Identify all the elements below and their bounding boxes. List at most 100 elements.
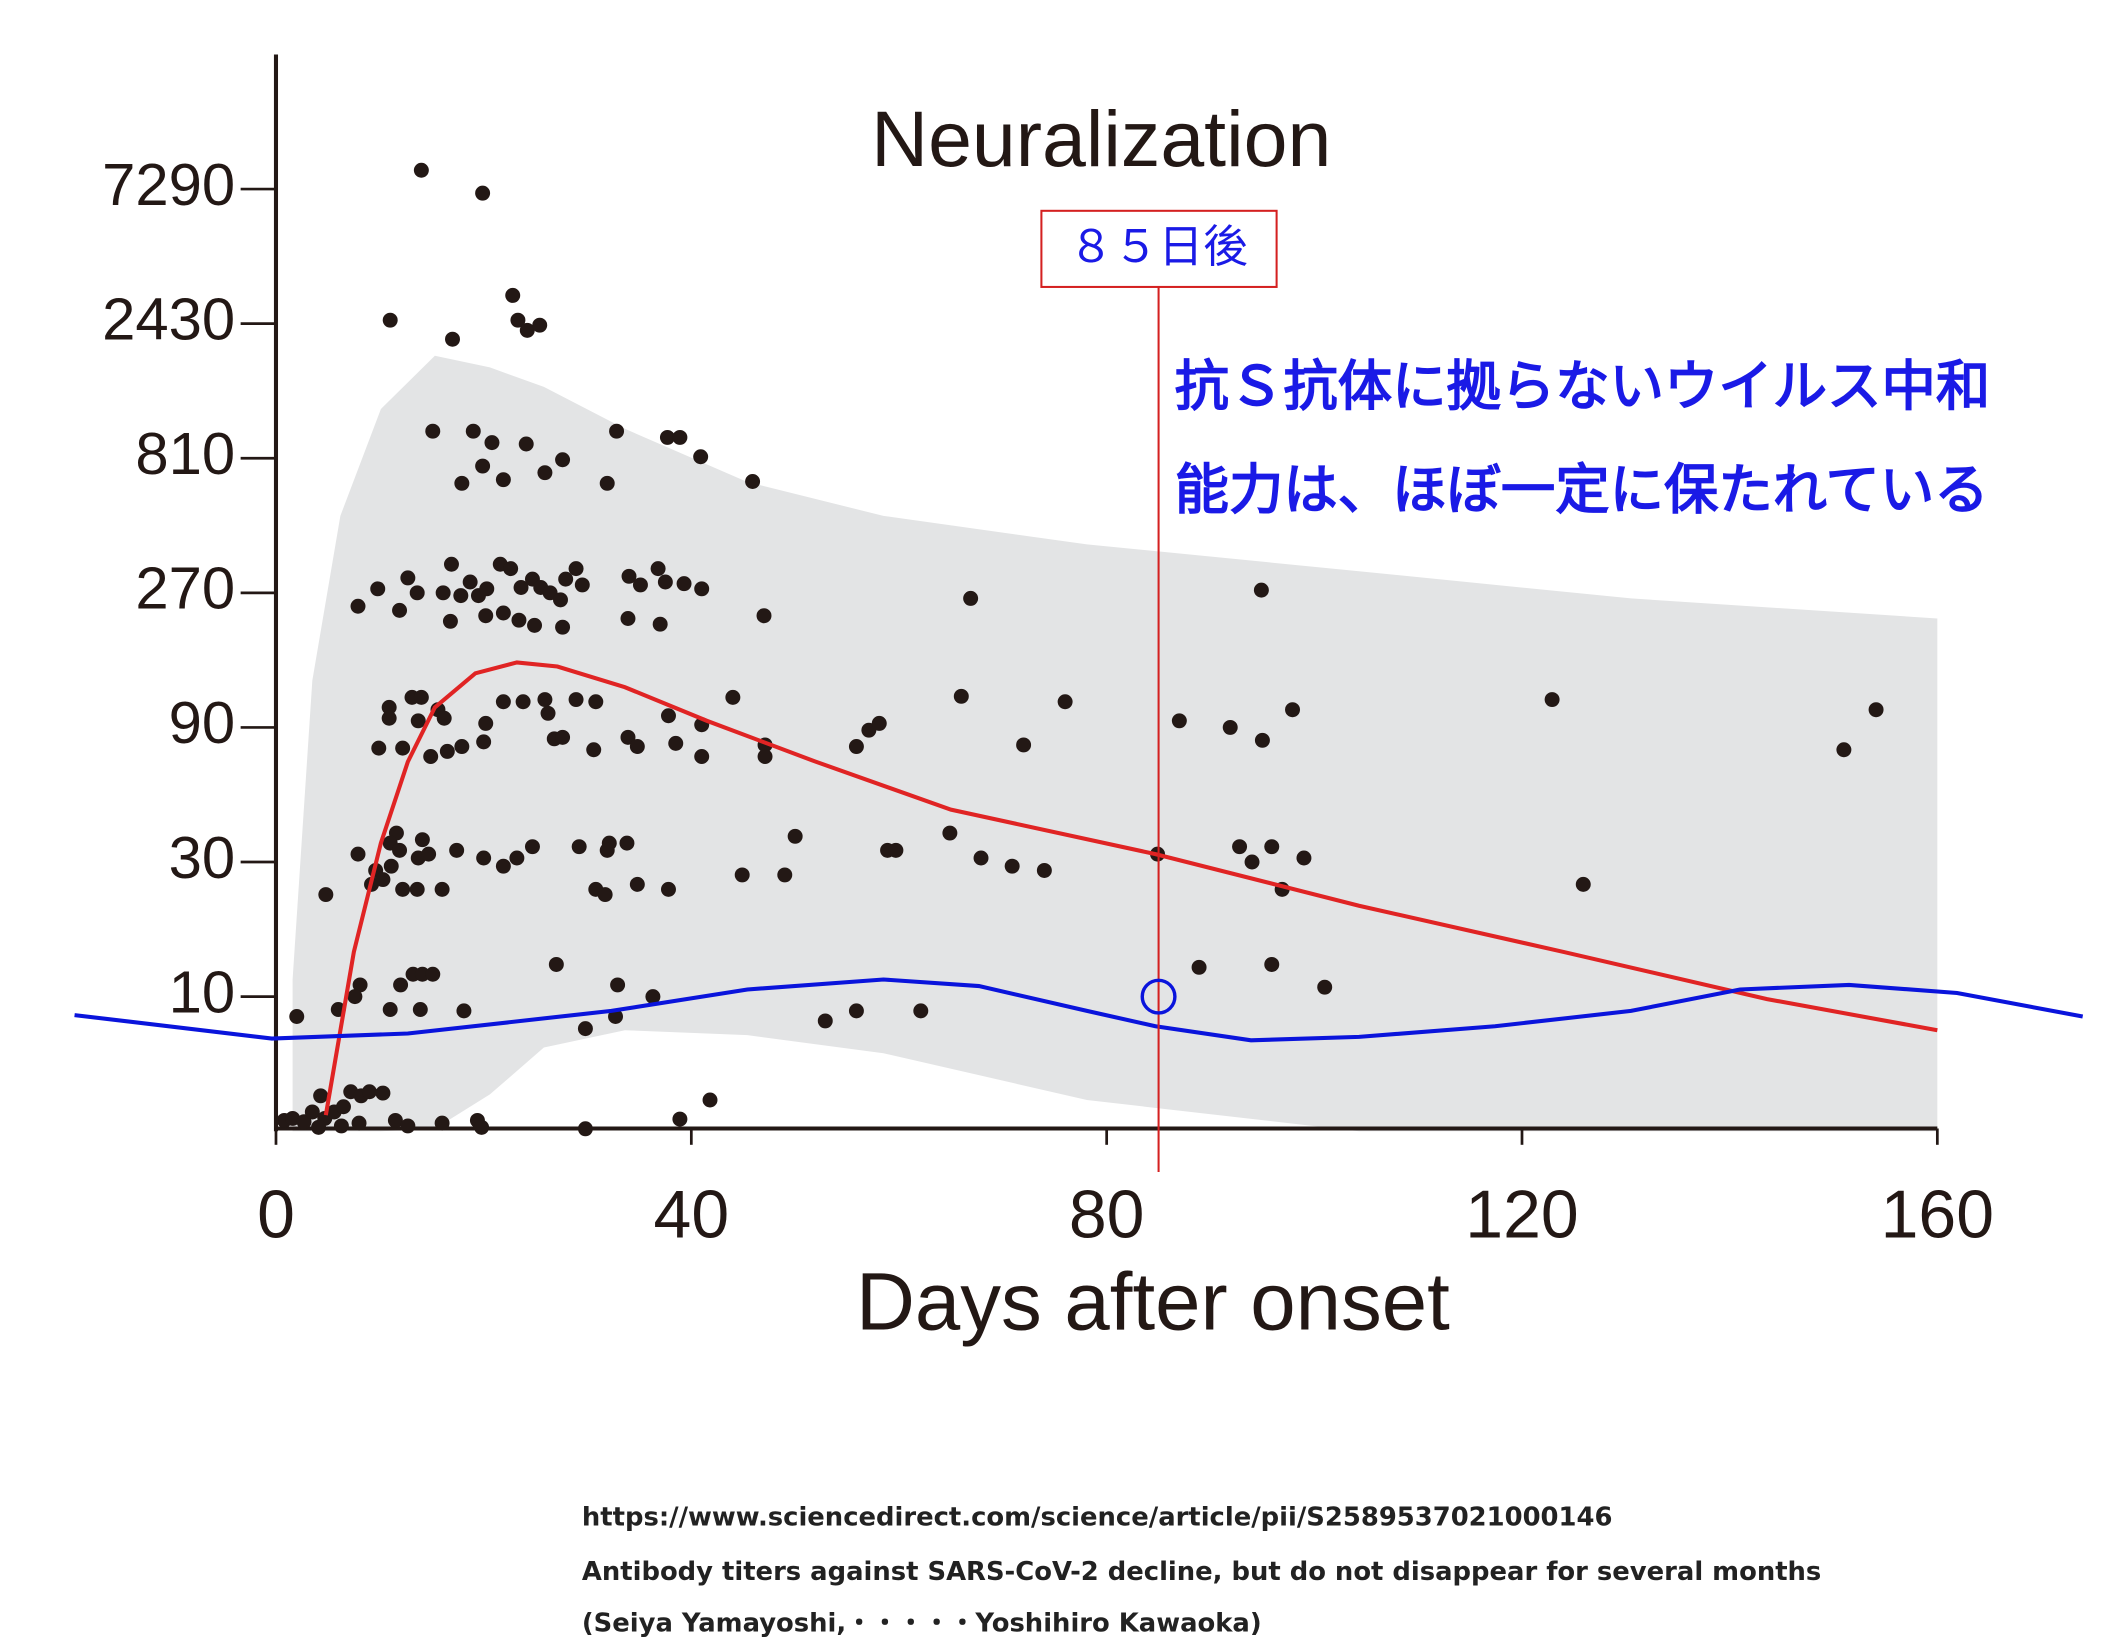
data-point <box>650 561 666 577</box>
data-point <box>351 1115 367 1131</box>
x-tick-label: 0 <box>257 1176 295 1252</box>
data-point <box>475 185 491 201</box>
confidence-band <box>292 355 1938 1132</box>
data-point <box>620 729 636 745</box>
data-point <box>413 162 429 178</box>
data-point <box>381 710 397 726</box>
data-point <box>848 1003 864 1019</box>
data-point <box>435 585 451 601</box>
data-point <box>505 287 521 303</box>
data-point <box>620 611 636 626</box>
data-point <box>519 322 535 338</box>
data-point <box>392 842 408 858</box>
x-tick-label: 160 <box>1881 1176 1994 1252</box>
plot-area: 10 30 90 270 810 2430 7290 0 40 80 120 160 <box>74 54 2084 1252</box>
x-tick-label: 80 <box>1069 1176 1145 1252</box>
data-point <box>757 748 773 764</box>
data-point <box>495 472 511 488</box>
data-point <box>577 1121 593 1137</box>
data-point <box>347 989 363 1005</box>
fit-line <box>323 660 1938 1116</box>
data-point <box>599 475 615 491</box>
data-point <box>410 713 426 729</box>
data-point <box>913 1003 929 1019</box>
data-point <box>953 688 969 704</box>
data-point <box>413 689 429 705</box>
y-tick-label: 30 <box>169 824 236 891</box>
data-point <box>370 581 386 597</box>
data-point <box>659 429 675 445</box>
data-point <box>421 846 437 862</box>
data-point <box>434 1115 450 1131</box>
data-point <box>285 1110 301 1126</box>
data-point <box>313 1088 329 1104</box>
y-tick-label: 810 <box>135 420 235 487</box>
data-point <box>694 581 710 597</box>
data-point <box>1285 702 1301 718</box>
data-point <box>383 858 399 874</box>
data-point <box>661 708 676 724</box>
data-point <box>694 748 710 764</box>
source-url: https://www.sciencedirect.com/science/ar… <box>582 1502 1613 1532</box>
data-point <box>479 581 495 597</box>
data-point <box>1868 702 1884 718</box>
data-point <box>1171 713 1187 729</box>
y-tick-label: 7290 <box>102 151 235 218</box>
data-point <box>509 850 525 866</box>
data-point <box>454 475 470 491</box>
data-point <box>476 850 492 866</box>
data-point <box>1004 858 1020 874</box>
data-point <box>817 1013 833 1029</box>
data-point <box>1253 582 1269 598</box>
data-point <box>456 1003 472 1019</box>
data-point <box>296 1114 312 1130</box>
data-point <box>449 842 465 858</box>
data-point <box>629 876 645 892</box>
data-point <box>511 612 527 628</box>
annotation-label: ８５日後 <box>1069 221 1248 272</box>
data-point <box>657 574 673 590</box>
data-point <box>443 556 459 572</box>
data-point <box>318 887 334 903</box>
data-point <box>371 740 387 756</box>
data-point <box>532 317 548 333</box>
data-point <box>515 694 531 710</box>
data-point <box>475 458 491 474</box>
x-tick-label: 40 <box>654 1176 730 1252</box>
data-point <box>632 577 648 593</box>
data-point <box>510 312 526 328</box>
data-point <box>465 423 481 439</box>
y-tick-label: 10 <box>169 958 236 1025</box>
data-point <box>586 742 602 758</box>
data-point <box>888 842 904 858</box>
data-point <box>1191 959 1207 975</box>
data-point <box>973 850 989 866</box>
data-point <box>676 576 692 592</box>
data-point <box>414 832 430 848</box>
data-point <box>1296 850 1312 866</box>
data-point <box>439 743 455 759</box>
data-point <box>555 619 571 635</box>
data-point <box>527 617 543 633</box>
data-point <box>963 590 979 606</box>
data-point <box>423 748 439 764</box>
data-point <box>311 1119 327 1135</box>
data-point <box>350 846 366 862</box>
data-point <box>350 598 366 614</box>
data-point <box>745 474 761 489</box>
data-point <box>425 423 441 439</box>
data-point <box>412 1002 428 1017</box>
data-point <box>425 966 441 982</box>
chart-title: Neuralization <box>871 95 1331 183</box>
data-point <box>382 1002 398 1017</box>
data-point <box>693 449 709 465</box>
data-point <box>352 977 368 993</box>
data-point <box>503 561 519 577</box>
data-point <box>555 452 571 468</box>
data-point <box>375 1085 391 1101</box>
data-point <box>495 858 511 874</box>
data-point <box>304 1104 320 1120</box>
data-point <box>495 605 511 621</box>
marker-circle <box>1140 978 1177 1015</box>
